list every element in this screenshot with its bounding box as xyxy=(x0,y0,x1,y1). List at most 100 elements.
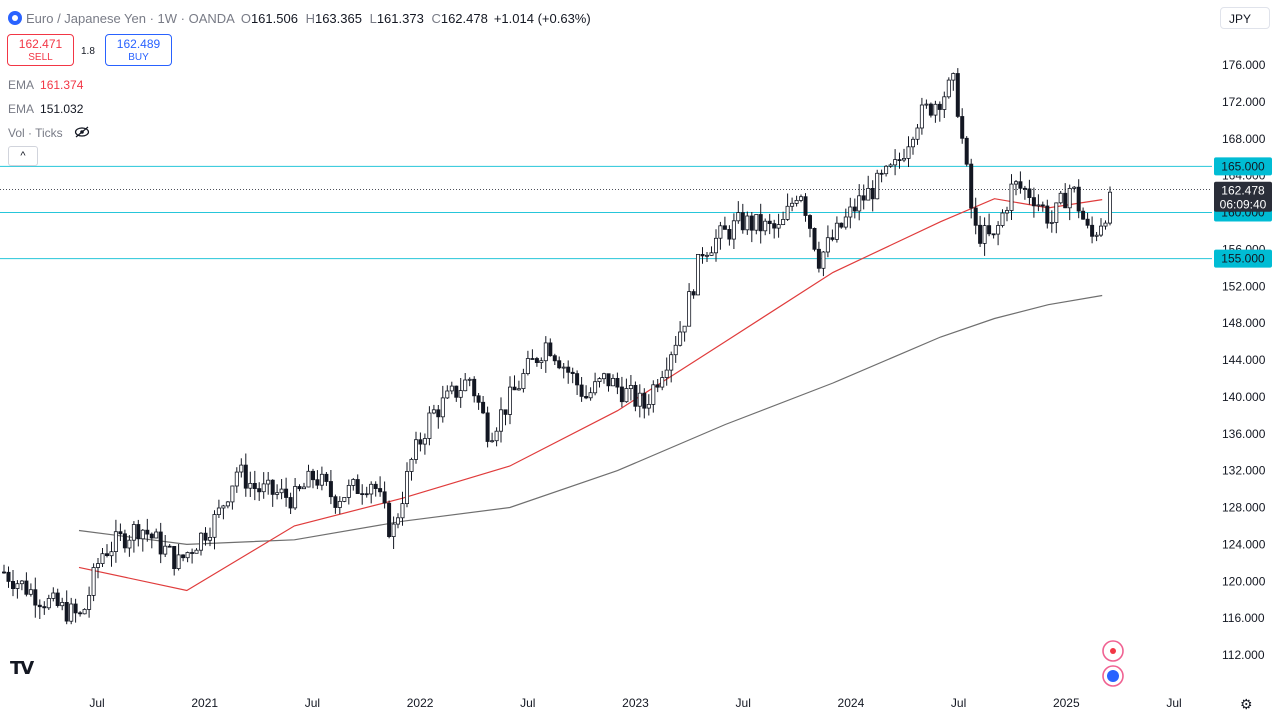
y-tick-label: 152.000 xyxy=(1222,279,1266,293)
candle xyxy=(790,197,795,212)
candle xyxy=(207,527,212,547)
eye-hidden-icon[interactable] xyxy=(74,126,90,138)
candle xyxy=(181,554,186,562)
candle xyxy=(727,225,732,246)
candle xyxy=(163,535,168,557)
x-tick-label: 2023 xyxy=(622,696,649,710)
symbol-title[interactable]: Euro / Japanese Yen · 1W · OANDA xyxy=(26,10,235,26)
candle xyxy=(611,374,616,387)
candle xyxy=(1027,179,1032,205)
currency-select[interactable]: JPY xyxy=(1220,7,1270,29)
x-tick-label: Jul xyxy=(305,696,320,710)
candle xyxy=(221,504,226,520)
symbol-legend: Euro / Japanese Yen · 1W · OANDA O161.50… xyxy=(8,9,591,27)
ohlc-open-key: O xyxy=(240,10,251,26)
candle xyxy=(1094,232,1099,242)
candle xyxy=(655,379,660,393)
x-tick-label: Jul xyxy=(89,696,104,710)
candle xyxy=(346,479,351,505)
x-tick-label: 2021 xyxy=(191,696,218,710)
candle xyxy=(203,527,208,546)
candle xyxy=(194,548,199,554)
candle xyxy=(772,219,777,239)
candle xyxy=(799,194,804,203)
bar-countdown: 06:09:40 xyxy=(1220,198,1267,212)
y-tick-label: 116.000 xyxy=(1222,611,1265,625)
candle xyxy=(463,373,468,392)
candle xyxy=(808,214,813,238)
candle xyxy=(776,213,781,238)
candle xyxy=(687,283,692,327)
ema-slow-line xyxy=(78,294,1103,546)
candle xyxy=(270,479,275,507)
candle xyxy=(700,247,705,264)
candle xyxy=(113,519,118,563)
candle xyxy=(391,516,396,549)
candle xyxy=(642,388,647,419)
candle xyxy=(754,214,759,235)
candle xyxy=(718,221,723,250)
candle xyxy=(669,351,674,383)
indicator-volume[interactable]: Vol · Ticks xyxy=(8,126,90,140)
candle xyxy=(960,108,965,144)
price-change: +1.014 (+0.63%) xyxy=(493,10,591,26)
gear-icon[interactable]: ⚙ xyxy=(1240,696,1253,712)
candle xyxy=(69,597,74,625)
ohlc-high: 163.365 xyxy=(314,10,362,26)
candle xyxy=(418,432,423,452)
candle xyxy=(216,499,221,518)
candle xyxy=(673,336,678,363)
candle xyxy=(1058,191,1063,205)
ohlc-values: O161.506 H163.365 L161.373 C162.478 xyxy=(241,11,488,26)
candle xyxy=(709,246,714,256)
candle xyxy=(167,544,172,548)
candle xyxy=(310,468,315,489)
candle xyxy=(60,597,65,611)
candle xyxy=(1103,220,1108,230)
candle xyxy=(987,213,992,237)
candle xyxy=(82,608,87,615)
indicator-ema-slow[interactable]: EMA 151.032 xyxy=(8,102,83,116)
candle xyxy=(105,544,110,558)
candle xyxy=(1099,218,1104,237)
last-price-value: 162.478 xyxy=(1221,184,1265,198)
candle xyxy=(946,77,951,99)
candle xyxy=(534,356,539,367)
candle xyxy=(234,467,239,493)
candle xyxy=(431,404,436,415)
y-tick-label: 176.000 xyxy=(1222,58,1266,72)
y-tick-label: 132.000 xyxy=(1222,464,1266,478)
drawing-tool-icon[interactable] xyxy=(1102,640,1124,662)
candle xyxy=(33,577,38,618)
candle xyxy=(678,321,683,347)
candle xyxy=(1018,171,1023,194)
candle xyxy=(767,213,772,235)
sell-button[interactable]: 162.471 SELL xyxy=(7,34,74,66)
candle xyxy=(490,432,495,443)
candle xyxy=(588,387,593,401)
ohlc-open: 161.506 xyxy=(250,10,298,26)
candle xyxy=(1067,184,1072,221)
indicator-ema-fast[interactable]: EMA 161.374 xyxy=(8,78,83,92)
candle xyxy=(261,472,266,499)
candle xyxy=(360,484,365,505)
candle xyxy=(373,481,378,497)
candle xyxy=(602,372,607,384)
candle xyxy=(1108,186,1113,226)
ohlc-low: 161.373 xyxy=(376,10,424,26)
flag-icon[interactable] xyxy=(1102,665,1124,687)
candle xyxy=(266,472,271,495)
buy-button[interactable]: 162.489 BUY xyxy=(105,34,172,66)
candle xyxy=(131,521,136,553)
candle xyxy=(324,472,329,486)
candle xyxy=(212,510,217,550)
tradingview-logo[interactable]: TV xyxy=(10,658,34,679)
candle xyxy=(928,102,933,118)
candle xyxy=(230,485,235,510)
candle xyxy=(127,535,132,557)
candle xyxy=(530,349,535,360)
collapse-legend-button[interactable]: ^ xyxy=(8,146,38,166)
